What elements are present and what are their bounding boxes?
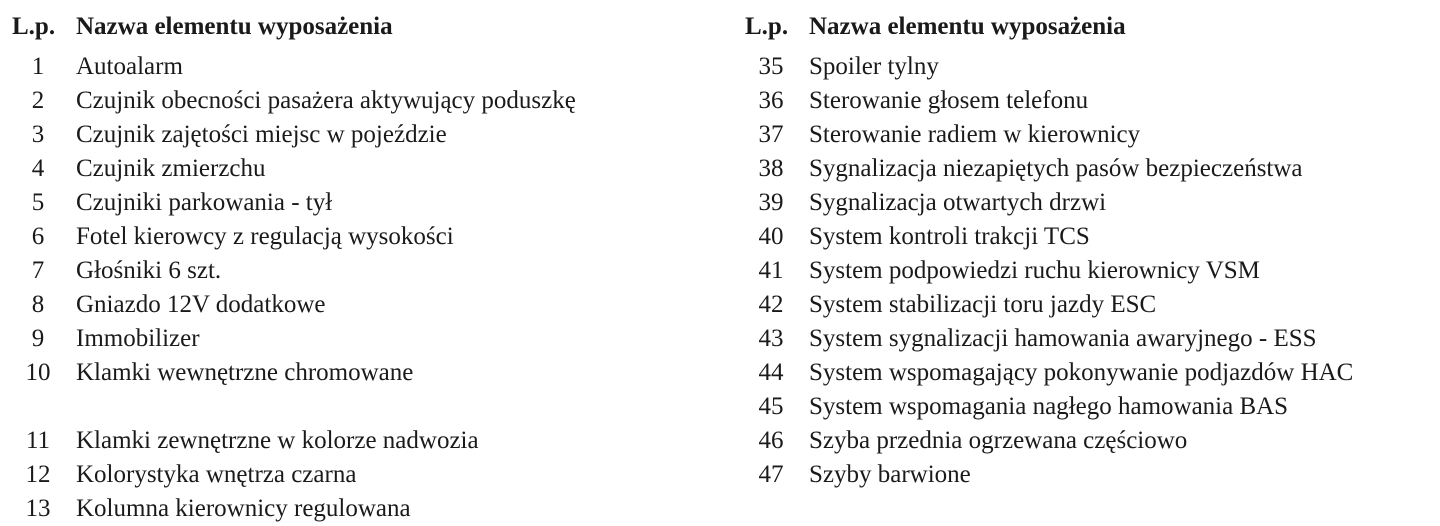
row-number: 41 [758,257,784,284]
row-number: 5 [31,189,45,216]
table-header: L.p. Nazwa elementu wyposażenia [12,10,712,44]
row-number: 46 [758,427,784,454]
table-row: 41 System podpowiedzi ruchu kierownicy VS… [745,254,1385,288]
row-number: 6 [31,223,45,250]
row-number: 4 [31,155,45,182]
table-row: 8 Gniazdo 12V dodatkowe [12,288,712,322]
equipment-name: Czujnik zajętości miejsc w pojeździe [76,121,447,148]
equipment-name: System stabilizacji toru jazdy ESC [809,291,1157,318]
row-number: 36 [758,87,784,114]
row-number: 1 [31,53,45,80]
equipment-name: Kolumna kierownicy regulowana [76,495,411,522]
table-row: 45 System wspomagania nagłego hamowania B… [745,390,1385,424]
row-number: 45 [758,393,784,420]
row-number: 9 [31,325,45,352]
equipment-name: System sygnalizacji hamowania awaryjnego… [809,325,1317,352]
equipment-name: Immobilizer [76,325,200,352]
row-number: 43 [758,325,784,352]
equipment-name: Głośniki 6 szt. [76,257,222,284]
table-row: 42 System stabilizacji toru jazdy ESC [745,288,1385,322]
row-number: 37 [758,121,784,148]
table-row: 43 System sygnalizacji hamowania awaryjne… [745,322,1385,356]
equipment-name: Czujnik obecności pasażera aktywujący po… [76,87,576,114]
table-row: 2 Czujnik obecności pasażera aktywujący p… [12,84,712,118]
row-number: 8 [31,291,45,318]
row-number: 42 [758,291,784,318]
row-number: 13 [25,495,51,522]
table-row: 47 Szyby barwione [745,458,1385,492]
table-row: 46 Szyba przednia ogrzewana częściowo [745,424,1385,458]
table-row: 36 Sterowanie głosem telefonu [745,84,1385,118]
row-number: 3 [31,121,45,148]
table-header: L.p. Nazwa elementu wyposażenia [745,10,1435,44]
row-number: 35 [758,53,784,80]
row-number: 11 [25,427,51,454]
table-row: 6 Fotel kierowcy z regulacją wysokości [12,220,712,254]
table-row: 7 Głośniki 6 szt. [12,254,712,288]
equipment-name: Klamki wewnętrzne chromowane [76,359,414,386]
row-number: 44 [758,359,784,386]
table-row: 38 Sygnalizacja niezapiętych pasów bezpie… [745,152,1385,186]
table-row: 40 System kontroli trakcji TCS [745,220,1385,254]
header-lp: L.p. [745,13,789,40]
equipment-name: System wspomagający pokonywanie podjazdó… [809,359,1354,386]
equipment-table-left: L.p. Nazwa elementu wyposażenia 1 Autoala… [12,10,712,526]
equipment-name: Szyby barwione [809,461,971,488]
equipment-name: Czujniki parkowania - tył [76,189,333,216]
table-row: 3 Czujnik zajętości miejsc w pojeździe [12,118,712,152]
row-number: 38 [758,155,784,182]
row-number: 2 [31,87,45,114]
table-row: 1 Autoalarm [12,50,712,84]
row-number: 47 [758,461,784,488]
table-row: 9 Immobilizer [12,322,712,356]
table-row: 44 System wspomagający pokonywanie podjaz… [745,356,1385,390]
equipment-name: System kontroli trakcji TCS [809,223,1090,250]
equipment-name: Klamki zewnętrzne w kolorze nadwozia [76,427,479,454]
row-number: 10 [25,359,51,386]
table-row: 10 Klamki wewnętrzne chromowane [12,356,712,424]
equipment-name: Sygnalizacja niezapiętych pasów bezpiecz… [809,155,1303,182]
table-row: 11 Klamki zewnętrzne w kolorze nadwozia [12,424,712,458]
table-row: 39 Sygnalizacja otwartych drzwi [745,186,1385,220]
row-number: 12 [25,461,51,488]
equipment-name: Kolorystyka wnętrza czarna [76,461,357,488]
equipment-name: Sterowanie radiem w kierownicy [809,121,1141,148]
header-name: Nazwa elementu wyposażenia [809,13,1126,40]
table-row: 5 Czujniki parkowania - tył [12,186,712,220]
equipment-table-right: L.p. Nazwa elementu wyposażenia 35 Spoile… [745,10,1435,492]
equipment-name: Szyba przednia ogrzewana częściowo [809,427,1188,454]
header-name: Nazwa elementu wyposażenia [76,13,393,40]
equipment-name: Gniazdo 12V dodatkowe [76,291,326,318]
header-lp: L.p. [12,13,56,40]
equipment-name: Fotel kierowcy z regulacją wysokości [76,223,454,250]
table-row: 37 Sterowanie radiem w kierownicy [745,118,1385,152]
row-number: 7 [31,257,45,284]
table-row: 12 Kolorystyka wnętrza czarna [12,458,712,492]
table-row: 13 Kolumna kierownicy regulowana [12,492,712,526]
row-number: 39 [758,189,784,216]
table-row: 4 Czujnik zmierzchu [12,152,712,186]
table-row: 35 Spoiler tylny [745,50,1385,84]
equipment-name: Sygnalizacja otwartych drzwi [809,189,1107,216]
row-number: 40 [758,223,784,250]
equipment-name: System podpowiedzi ruchu kierownicy VSM [809,257,1260,284]
equipment-name: System wspomagania nagłego hamowania BAS [809,393,1289,420]
equipment-name: Czujnik zmierzchu [76,155,266,182]
equipment-name: Spoiler tylny [809,53,939,80]
equipment-name: Sterowanie głosem telefonu [809,87,1089,114]
equipment-name: Autoalarm [76,53,183,80]
